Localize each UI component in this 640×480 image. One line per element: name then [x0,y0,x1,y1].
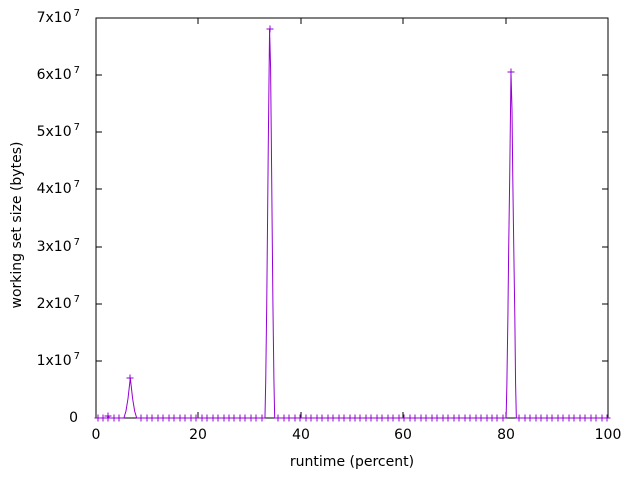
plot-border [95,17,609,419]
y-tick-label: 2x10 7 [36,294,80,312]
exponent: 7 [73,65,80,76]
exponent: 7 [73,294,80,305]
exponent: 7 [73,179,80,190]
exponent: 7 [73,8,80,19]
x-tick-label: 80 [497,427,515,443]
series-line [96,29,608,419]
x-tick-label: 20 [189,427,207,443]
x-axis-title: runtime (percent) [289,454,415,470]
y-axis-title: working set size (bytes) [9,141,25,309]
y-tick-label: 0 [69,410,78,426]
x-tick-label: 40 [292,427,310,443]
axis-ticks [95,17,609,419]
x-tick-label: 60 [394,427,412,443]
x-tick-label: 0 [91,427,101,443]
y-tick-label: 7x10 7 [36,8,80,26]
y-tick-label: 3x10 7 [36,237,80,255]
x-tick-label: 100 [594,427,622,443]
exponent: 7 [73,237,80,248]
y-tick-label: 6x10 7 [36,65,80,83]
exponent: 7 [73,351,80,362]
y-tick-label: 1x10 7 [36,351,80,369]
y-tick-label: 4x10 7 [36,179,80,197]
y-tick-label: 5x10 7 [36,122,80,140]
data-point-markers [94,25,611,422]
exponent: 7 [73,122,80,133]
